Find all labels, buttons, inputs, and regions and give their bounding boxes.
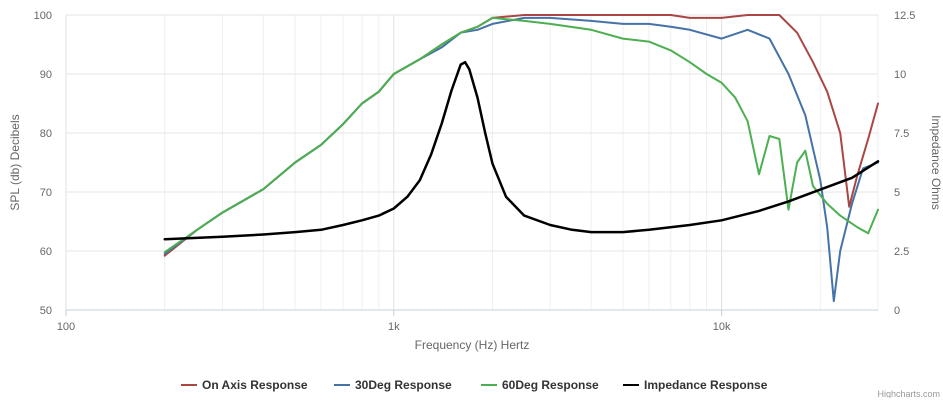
legend-label: 30Deg Response <box>355 378 452 392</box>
legend-item-1[interactable]: On Axis Response <box>181 378 308 392</box>
left-axis-tick-label: 100 <box>34 10 52 22</box>
credits-link[interactable]: Highcharts.com <box>877 389 940 399</box>
legend-label: Impedance Response <box>644 378 768 392</box>
left-axis-tick-label: 80 <box>40 128 52 140</box>
right-axis-tick-label: 2.5 <box>894 246 909 258</box>
x-axis-ticks: 100 1k 10k <box>57 310 731 333</box>
legend-label: 60Deg Response <box>502 378 599 392</box>
right-axis-tick-label: 12.5 <box>894 10 915 22</box>
right-axis-tick-label: 10 <box>894 69 906 81</box>
series-line-4[interactable] <box>163 60 880 241</box>
left-axis-tick-label: 50 <box>40 305 52 317</box>
left-axis-ticks: 50 60 70 80 90 100 <box>34 10 52 317</box>
right-axis-tick-label: 7.5 <box>894 128 909 140</box>
x-axis-tick-label: 100 <box>57 321 75 333</box>
left-axis-tick-label: 60 <box>40 246 52 258</box>
right-axis-tick-label: 0 <box>894 305 900 317</box>
series-line-1[interactable] <box>163 14 879 257</box>
legend-item-2[interactable]: 30Deg Response <box>334 378 452 392</box>
left-axis-tick-label: 70 <box>40 187 52 199</box>
x-axis-title: Frequency (Hz) Hertz <box>415 338 530 352</box>
x-axis-tick-label: 1k <box>388 321 400 333</box>
right-axis-ticks: 0 2.5 5 7.5 10 12.5 <box>894 10 915 317</box>
legend[interactable]: On Axis Response 30Deg Response 60Deg Resp… <box>181 378 768 392</box>
right-axis-title: Impedance Ohms <box>929 115 943 210</box>
series-lines[interactable] <box>163 14 880 303</box>
legend-item-3[interactable]: 60Deg Response <box>481 378 599 392</box>
series-line-2[interactable] <box>163 16 879 303</box>
legend-item-4[interactable]: Impedance Response <box>623 378 768 392</box>
legend-label: On Axis Response <box>202 378 308 392</box>
series-line-3[interactable] <box>163 16 879 254</box>
right-axis-tick-label: 5 <box>894 187 900 199</box>
left-axis-tick-label: 90 <box>40 69 52 81</box>
x-axis-tick-label: 10k <box>713 321 731 333</box>
left-axis-title: SPL (db) Decibels <box>8 114 22 210</box>
